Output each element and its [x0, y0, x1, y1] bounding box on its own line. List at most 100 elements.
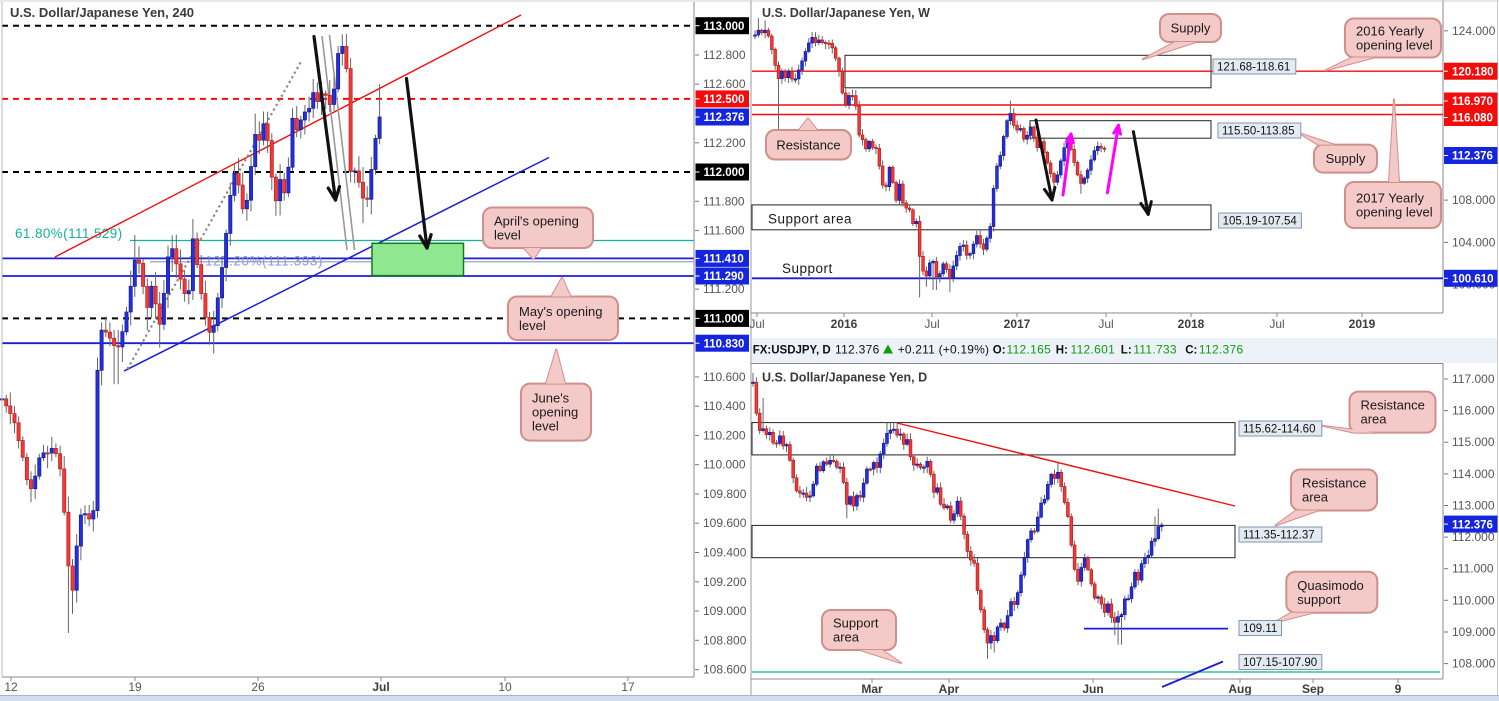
svg-text:111.800: 111.800	[703, 194, 745, 208]
svg-text:FX:USDJPY, D: FX:USDJPY, D	[753, 345, 831, 357]
svg-text:111.410: 111.410	[704, 254, 744, 266]
svg-text:12: 12	[4, 680, 18, 694]
svg-text:112.376: 112.376	[1452, 151, 1493, 163]
svg-text:Support: Support	[782, 261, 833, 276]
svg-text:115.000: 115.000	[1452, 435, 1495, 449]
svg-text:120.180: 120.180	[1452, 66, 1494, 78]
svg-text:opening level: opening level	[1356, 205, 1433, 220]
svg-text:112.601: 112.601	[1071, 343, 1116, 357]
svg-text:114.000: 114.000	[1452, 467, 1495, 481]
svg-text:Jun: Jun	[1082, 682, 1103, 696]
svg-text:level: level	[519, 318, 546, 333]
svg-text:111.733: 111.733	[1133, 343, 1177, 357]
svg-text:112.000: 112.000	[704, 167, 745, 179]
svg-text:116.080: 116.080	[1452, 113, 1493, 125]
svg-text:111.35-112.37: 111.35-112.37	[1243, 529, 1315, 541]
svg-text:124.000: 124.000	[1452, 24, 1496, 38]
svg-text:10: 10	[498, 680, 512, 694]
svg-text:U.S. Dollar/Japanese Yen, 240: U.S. Dollar/Japanese Yen, 240	[10, 5, 194, 20]
svg-text:19: 19	[128, 680, 142, 694]
svg-text:127.20%(111.393): 127.20%(111.393)	[205, 254, 323, 269]
svg-text:L:: L:	[1121, 345, 1132, 357]
svg-text:May's opening: May's opening	[519, 304, 602, 319]
svg-text:level: level	[494, 227, 521, 242]
svg-text:113.000: 113.000	[704, 21, 745, 33]
svg-text:112.376: 112.376	[835, 343, 880, 357]
svg-text:112.376: 112.376	[1452, 519, 1493, 531]
svg-text:Supply: Supply	[1171, 21, 1211, 36]
svg-text:121.68-118.61: 121.68-118.61	[1217, 61, 1290, 73]
svg-text:U.S. Dollar/Japanese Yen, W: U.S. Dollar/Japanese Yen, W	[762, 6, 930, 20]
svg-text:Jul: Jul	[924, 317, 939, 331]
svg-text:112.800: 112.800	[703, 48, 746, 62]
svg-text:110.000: 110.000	[1452, 593, 1495, 607]
svg-text:U.S. Dollar/Japanese Yen, D: U.S. Dollar/Japanese Yen, D	[762, 371, 927, 385]
svg-text:109.600: 109.600	[703, 516, 747, 530]
svg-text:112.500: 112.500	[704, 94, 745, 106]
svg-text:110.400: 110.400	[703, 399, 746, 413]
svg-text:Resistance: Resistance	[1361, 398, 1425, 413]
svg-text:26: 26	[251, 680, 265, 694]
svg-text:112.000: 112.000	[1452, 530, 1495, 544]
svg-text:+0.211 (+0.19%): +0.211 (+0.19%)	[898, 343, 990, 357]
svg-text:112.200: 112.200	[703, 136, 746, 150]
svg-text:June's: June's	[532, 391, 570, 406]
svg-text:109.400: 109.400	[703, 546, 747, 560]
svg-text:110.000: 110.000	[703, 458, 746, 472]
svg-text:Sep: Sep	[1302, 682, 1324, 696]
svg-text:115.62-114.60: 115.62-114.60	[1243, 423, 1315, 435]
svg-text:105.19-107.54: 105.19-107.54	[1223, 215, 1298, 227]
svg-text:100.610: 100.610	[1452, 274, 1494, 286]
svg-text:Apr: Apr	[939, 682, 960, 696]
svg-text:109.800: 109.800	[703, 487, 747, 501]
svg-text:H:: H:	[1056, 345, 1068, 357]
svg-text:109.000: 109.000	[703, 604, 747, 618]
svg-text:17: 17	[621, 680, 635, 694]
svg-text:112.600: 112.600	[703, 77, 746, 91]
svg-text:117.000: 117.000	[1452, 372, 1495, 386]
svg-text:110.830: 110.830	[704, 338, 745, 350]
svg-text:104.000: 104.000	[1452, 235, 1496, 249]
svg-text:111.000: 111.000	[1452, 562, 1494, 576]
svg-text:opening level: opening level	[1356, 38, 1433, 53]
svg-text:111.290: 111.290	[704, 271, 744, 283]
svg-text:Jul: Jul	[749, 317, 764, 331]
svg-text:Jul: Jul	[1098, 317, 1113, 331]
svg-text:111.600: 111.600	[703, 224, 745, 238]
svg-text:2016 Yearly: 2016 Yearly	[1356, 24, 1424, 39]
svg-text:9: 9	[1395, 682, 1402, 696]
svg-text:107.15-107.90: 107.15-107.90	[1243, 657, 1317, 669]
svg-text:Support: Support	[833, 616, 879, 631]
svg-text:115.50-113.85: 115.50-113.85	[1222, 125, 1294, 137]
svg-text:Resistance: Resistance	[1302, 476, 1366, 491]
svg-text:108.600: 108.600	[703, 663, 747, 677]
svg-text:116.970: 116.970	[1452, 96, 1493, 108]
svg-text:109.11: 109.11	[1243, 623, 1277, 635]
svg-text:2017 Yearly: 2017 Yearly	[1356, 191, 1424, 206]
svg-text:support: support	[1297, 592, 1341, 607]
svg-text:110.600: 110.600	[703, 370, 746, 384]
svg-text:2018: 2018	[1178, 317, 1205, 331]
svg-text:113.000: 113.000	[1452, 499, 1495, 513]
svg-text:Aug: Aug	[1228, 682, 1251, 696]
svg-text:112.165: 112.165	[1007, 343, 1052, 357]
svg-text:111.200: 111.200	[703, 282, 745, 296]
svg-text:61.80%(111.529): 61.80%(111.529)	[15, 226, 123, 241]
svg-text:109.200: 109.200	[703, 575, 747, 589]
svg-text:Supply: Supply	[1326, 151, 1366, 166]
svg-text:level: level	[532, 419, 559, 434]
svg-text:April's opening: April's opening	[494, 213, 579, 228]
svg-text:108.000: 108.000	[1452, 657, 1496, 671]
svg-text:C:: C:	[1185, 345, 1197, 357]
svg-text:109.000: 109.000	[1452, 625, 1496, 639]
svg-text:Resistance: Resistance	[776, 137, 840, 152]
svg-text:O:: O:	[993, 345, 1006, 357]
svg-text:108.000: 108.000	[1452, 193, 1496, 207]
svg-text:Support area: Support area	[768, 212, 852, 227]
svg-text:108.800: 108.800	[703, 633, 747, 647]
svg-text:Jul: Jul	[372, 680, 389, 694]
svg-text:area: area	[1302, 490, 1329, 505]
svg-text:116.000: 116.000	[1452, 404, 1495, 418]
svg-text:111.000: 111.000	[704, 314, 744, 326]
svg-text:110.200: 110.200	[703, 428, 746, 442]
